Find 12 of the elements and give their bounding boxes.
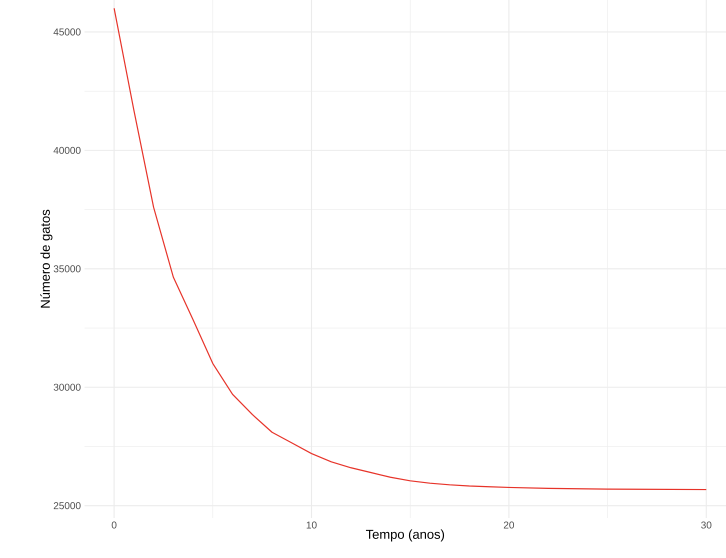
y-axis-title: Número de gatos — [40, 210, 52, 308]
x-axis-title: Tempo (anos) — [366, 529, 444, 542]
x-tick-label: 20 — [504, 522, 514, 529]
y-tick-label: 35000 — [54, 265, 81, 272]
y-tick-label: 30000 — [54, 384, 81, 391]
x-tick-label: 0 — [112, 522, 116, 529]
x-tick-label: 30 — [701, 522, 712, 529]
line-series — [114, 8, 707, 490]
y-tick-label: 45000 — [54, 28, 81, 36]
y-tick-label: 40000 — [54, 146, 81, 154]
y-tick-label: 25000 — [54, 502, 81, 510]
x-tick-label: 10 — [306, 522, 317, 529]
